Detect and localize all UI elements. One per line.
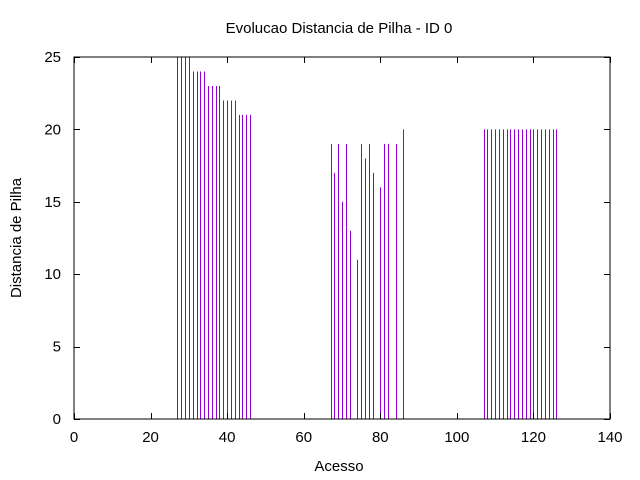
x-axis-label: Acesso (314, 458, 363, 475)
x-tick-label-6: 120 (521, 429, 546, 446)
y-tick-label-4: 20 (44, 121, 61, 138)
axis-ticks: 0 20 40 60 80 100 120 140 0 5 10 15 20 25 (44, 49, 622, 446)
chart-title: Evolucao Distancia de Pilha - ID 0 (226, 20, 453, 37)
x-tick-label-5: 100 (444, 429, 469, 446)
bars-group (177, 57, 557, 419)
x-tick-label-4: 80 (372, 429, 389, 446)
x-tick-label-0: 0 (70, 429, 78, 446)
y-tick-label-2: 10 (44, 266, 61, 283)
y-tick-label-0: 0 (53, 411, 61, 428)
x-tick-label-3: 60 (295, 429, 312, 446)
x-tick-label-7: 140 (597, 429, 622, 446)
plot-border (73, 56, 611, 420)
y-tick-label-5: 25 (44, 49, 61, 66)
x-tick-label-2: 40 (219, 429, 236, 446)
y-tick-label-3: 15 (44, 194, 61, 211)
y-tick-label-1: 5 (53, 339, 61, 356)
y-axis-label: Distancia de Pilha (8, 177, 25, 298)
x-tick-label-1: 20 (142, 429, 159, 446)
